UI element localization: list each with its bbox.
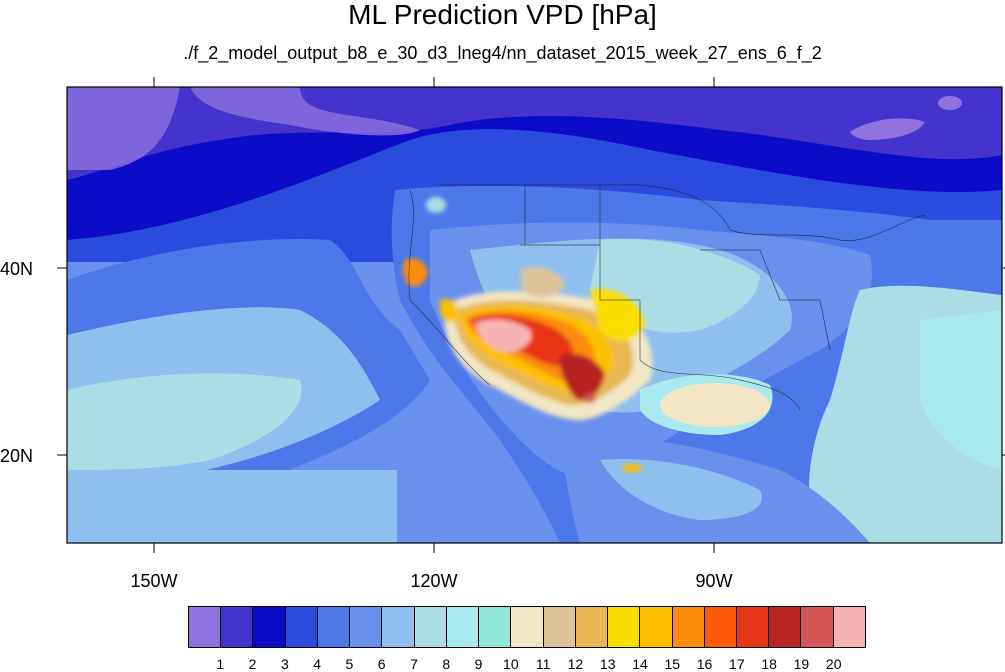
- colorbar-tick-label: 16: [696, 656, 713, 672]
- colorbar-tick-label: 12: [567, 656, 584, 672]
- colorbar-tick-label: 8: [442, 656, 451, 672]
- vpd-map: [57, 77, 1005, 553]
- colorbar-swatch: [317, 607, 351, 647]
- colorbar-tick-label: 1: [216, 656, 225, 672]
- colorbar-swatch: [736, 607, 770, 647]
- colorbar-tick-label: 17: [729, 656, 745, 672]
- colorbar-tick-label: 20: [825, 656, 842, 672]
- colorbar-swatch: [769, 607, 802, 647]
- colorbar-swatch: [253, 607, 286, 647]
- colorbar-tick-label: 4: [313, 656, 322, 672]
- colorbar-tick-label: 2: [248, 656, 257, 672]
- colorbar-swatch: [575, 607, 609, 647]
- colorbar-swatch: [221, 607, 254, 647]
- colorbar-tick-label: 5: [345, 656, 354, 672]
- map-title: ML Prediction VPD [hPa]: [348, 0, 657, 30]
- colorbar-swatch: [414, 607, 447, 647]
- colorbar-tick-label: 19: [793, 656, 810, 672]
- colorbar-swatch: [350, 607, 383, 647]
- colorbar-tick-label: 3: [280, 656, 289, 672]
- colorbar-swatch: [801, 607, 834, 647]
- colorbar-tick-label: 14: [632, 656, 648, 672]
- colorbar-swatch: [285, 607, 318, 647]
- colorbar-swatch: [672, 607, 705, 647]
- colorbar: [188, 606, 866, 648]
- colorbar-swatch: [543, 607, 576, 647]
- colorbar-swatch: [479, 607, 512, 647]
- lat-label-20n: 20N: [0, 446, 34, 466]
- colorbar-swatch: [382, 607, 415, 647]
- colorbar-tick-label: 15: [664, 656, 681, 672]
- lon-label-150w: 150W: [130, 571, 178, 591]
- colorbar-swatch: [704, 607, 737, 647]
- state-borders: [408, 184, 926, 411]
- colorbar-swatch: [608, 607, 641, 647]
- colorbar-swatch: [833, 607, 865, 647]
- colorbar-swatch: [511, 607, 544, 647]
- colorbar-tick-label: 10: [503, 656, 519, 672]
- vpd-field: [67, 87, 1002, 543]
- colorbar-swatch: [640, 607, 673, 647]
- lon-label-90w: 90W: [695, 571, 733, 591]
- axis-ticks: [57, 77, 1005, 553]
- colorbar-tick-label: 18: [761, 656, 777, 672]
- lat-label-40n: 40N: [0, 259, 34, 279]
- colorbar-swatch: [189, 607, 222, 647]
- lon-label-120w: 120W: [410, 571, 458, 591]
- colorbar-swatch: [446, 607, 480, 647]
- colorbar-tick-label: 13: [599, 656, 616, 672]
- map-subtitle: ./f_2_model_output_b8_e_30_d3_lneg4/nn_d…: [183, 43, 822, 63]
- southwest-heat: [403, 197, 653, 472]
- colorbar-tick-label: 9: [474, 656, 483, 672]
- colorbar-tick-label: 6: [377, 656, 386, 672]
- colorbar-tick-label: 11: [535, 656, 551, 672]
- colorbar-tick-label: 7: [410, 656, 418, 672]
